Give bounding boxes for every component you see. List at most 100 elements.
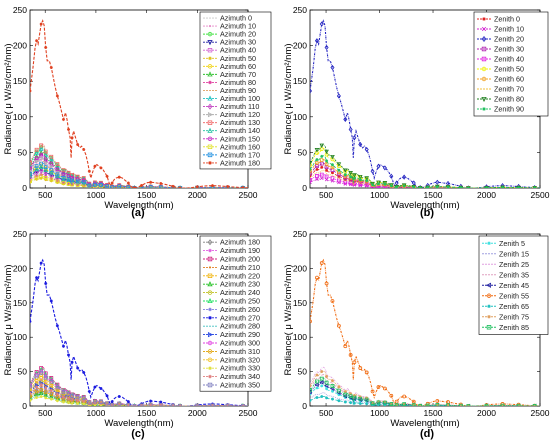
legend-marker xyxy=(207,71,213,77)
series-marker xyxy=(66,177,71,182)
series-marker xyxy=(324,177,329,182)
series-marker xyxy=(459,186,463,188)
series-marker xyxy=(358,401,362,405)
series-marker xyxy=(376,399,380,403)
series-group xyxy=(310,19,540,188)
y-tick-label: 150 xyxy=(13,76,27,86)
series-marker xyxy=(315,386,319,390)
legend-item: Zenith 50 xyxy=(477,65,524,74)
series-marker xyxy=(55,94,59,98)
series-marker xyxy=(43,375,48,380)
series-marker xyxy=(126,400,130,404)
series-marker xyxy=(61,175,66,180)
series-marker xyxy=(352,176,356,180)
series-marker xyxy=(389,184,393,188)
legend-label: Azimuth 240 xyxy=(220,288,260,297)
series-marker xyxy=(87,169,91,173)
series-marker xyxy=(325,387,329,391)
legend-label: Azimuth 140 xyxy=(220,126,260,135)
x-tick-label: 1500 xyxy=(137,408,156,418)
legend-item: Zenith 15 xyxy=(482,249,529,258)
series-marker xyxy=(76,142,80,146)
series-marker xyxy=(99,166,103,170)
series-marker xyxy=(75,177,80,182)
series-marker xyxy=(315,167,319,171)
y-tick-label: 0 xyxy=(302,183,307,193)
legend-item: Azimuth 290 xyxy=(203,330,260,339)
series-marker xyxy=(159,400,163,404)
series-marker xyxy=(30,171,32,176)
legend-marker xyxy=(207,273,213,278)
series-marker xyxy=(105,174,109,178)
series-marker xyxy=(49,154,54,159)
series-marker xyxy=(412,185,416,188)
series-marker xyxy=(70,182,74,186)
series-marker xyxy=(459,404,463,406)
series-marker xyxy=(43,165,48,170)
series-marker xyxy=(139,403,144,406)
series-marker xyxy=(210,403,215,406)
series-marker xyxy=(43,149,48,154)
legend-label: Azimuth 330 xyxy=(220,364,260,373)
series-marker xyxy=(158,185,163,188)
series-marker xyxy=(383,403,387,406)
series-marker xyxy=(132,186,136,188)
x-tick-label: 1500 xyxy=(137,190,156,200)
x-tick-label: 500 xyxy=(319,190,333,200)
series-marker xyxy=(35,385,39,389)
series-marker xyxy=(39,174,44,179)
series-marker xyxy=(310,88,313,94)
legend-label: Azimuth 150 xyxy=(220,134,260,143)
series-marker xyxy=(82,399,86,403)
legend-marker xyxy=(487,304,491,309)
series-marker xyxy=(67,127,71,131)
legend-marker xyxy=(481,36,487,42)
series-marker xyxy=(140,404,144,406)
y-tick-label: 50 xyxy=(18,367,28,377)
series-marker xyxy=(93,403,97,406)
legend-label: Azimuth 190 xyxy=(220,246,260,255)
series-marker xyxy=(49,392,54,397)
legend-marker xyxy=(481,46,487,52)
series-line xyxy=(30,170,248,188)
legend-marker xyxy=(207,48,213,53)
legend-marker xyxy=(207,357,213,362)
series-marker xyxy=(34,389,39,394)
legend-label: Azimuth 310 xyxy=(220,347,260,356)
chart-panel-a: 0 50 100 150 200 250 500 1000 1500 2000 2500 Wavele… xyxy=(3,5,272,219)
series-marker xyxy=(484,403,489,406)
series-marker xyxy=(171,403,175,406)
legend-label: Zenith 60 xyxy=(494,75,524,84)
legend-marker xyxy=(207,239,213,246)
series-marker xyxy=(148,402,153,406)
series-marker xyxy=(92,182,97,187)
series-marker xyxy=(178,186,182,188)
legend-item: Azimuth 20 xyxy=(203,30,256,39)
legend-item: Azimuth 180 xyxy=(203,158,260,167)
legend-marker xyxy=(207,281,213,287)
series-marker xyxy=(352,395,357,400)
series-line xyxy=(310,381,540,406)
legend-item: Zenith 55 xyxy=(482,291,529,300)
series-marker xyxy=(319,161,324,166)
legend-item: Azimuth 270 xyxy=(203,313,260,322)
series-line xyxy=(30,144,248,188)
series-marker xyxy=(348,353,353,357)
series-marker xyxy=(411,403,416,406)
series-marker xyxy=(55,324,59,328)
series-marker xyxy=(337,393,341,397)
legend-label: Azimuth 20 xyxy=(220,30,256,39)
series-marker xyxy=(39,371,44,375)
legend-marker xyxy=(482,107,486,111)
series-marker xyxy=(61,182,65,186)
series-marker xyxy=(314,382,319,388)
series-marker xyxy=(43,160,49,165)
legend-label: Azimuth 260 xyxy=(220,305,260,314)
legend-item: Zenith 60 xyxy=(477,75,524,84)
series-marker xyxy=(61,168,66,173)
series-marker xyxy=(87,183,92,188)
legend-item: Azimuth 130 xyxy=(203,118,260,127)
legend-marker xyxy=(208,366,212,370)
y-tick-label: 50 xyxy=(298,147,308,157)
